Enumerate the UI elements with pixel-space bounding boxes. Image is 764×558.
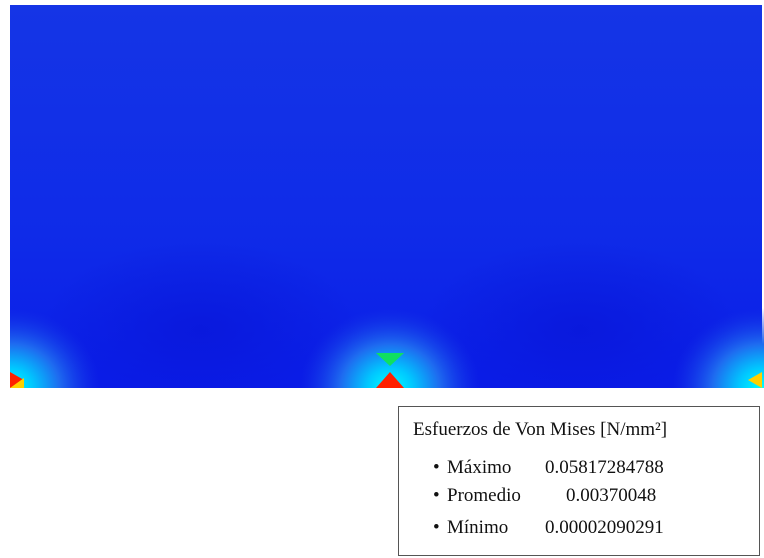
stress-element <box>10 378 24 388</box>
stress-field <box>0 0 764 400</box>
legend-item: • Máximo 0.05817284788 <box>433 457 664 479</box>
item-label: Mínimo <box>447 517 509 538</box>
field-shade <box>40 240 360 400</box>
field-margin <box>0 388 764 400</box>
item-label: Promedio <box>447 485 521 506</box>
item-value: 0.00370048 <box>566 485 657 506</box>
stress-element <box>748 372 762 388</box>
legend-title: Esfuerzos de Von Mises [N/mm²] <box>413 419 668 440</box>
stress-element <box>376 353 404 366</box>
item-label: Máximo <box>447 457 512 478</box>
stress-element <box>376 372 404 388</box>
legend-item: • Mínimo 0.00002090291 <box>433 517 664 539</box>
legend-item: • Promedio 0.00370048 <box>433 485 656 507</box>
stress-hotspot <box>672 228 764 388</box>
bullet: • <box>433 517 440 538</box>
stress-element <box>10 372 24 388</box>
item-value: 0.05817284788 <box>545 457 664 478</box>
field-shade <box>420 240 740 400</box>
stress-hotspot <box>0 228 100 388</box>
item-value: 0.00002090291 <box>545 517 664 538</box>
bullet: • <box>433 485 440 506</box>
field-margin <box>0 0 10 400</box>
bullet: • <box>433 457 440 478</box>
legend: Esfuerzos de Von Mises [N/mm²] • Máximo 0.… <box>398 406 760 556</box>
